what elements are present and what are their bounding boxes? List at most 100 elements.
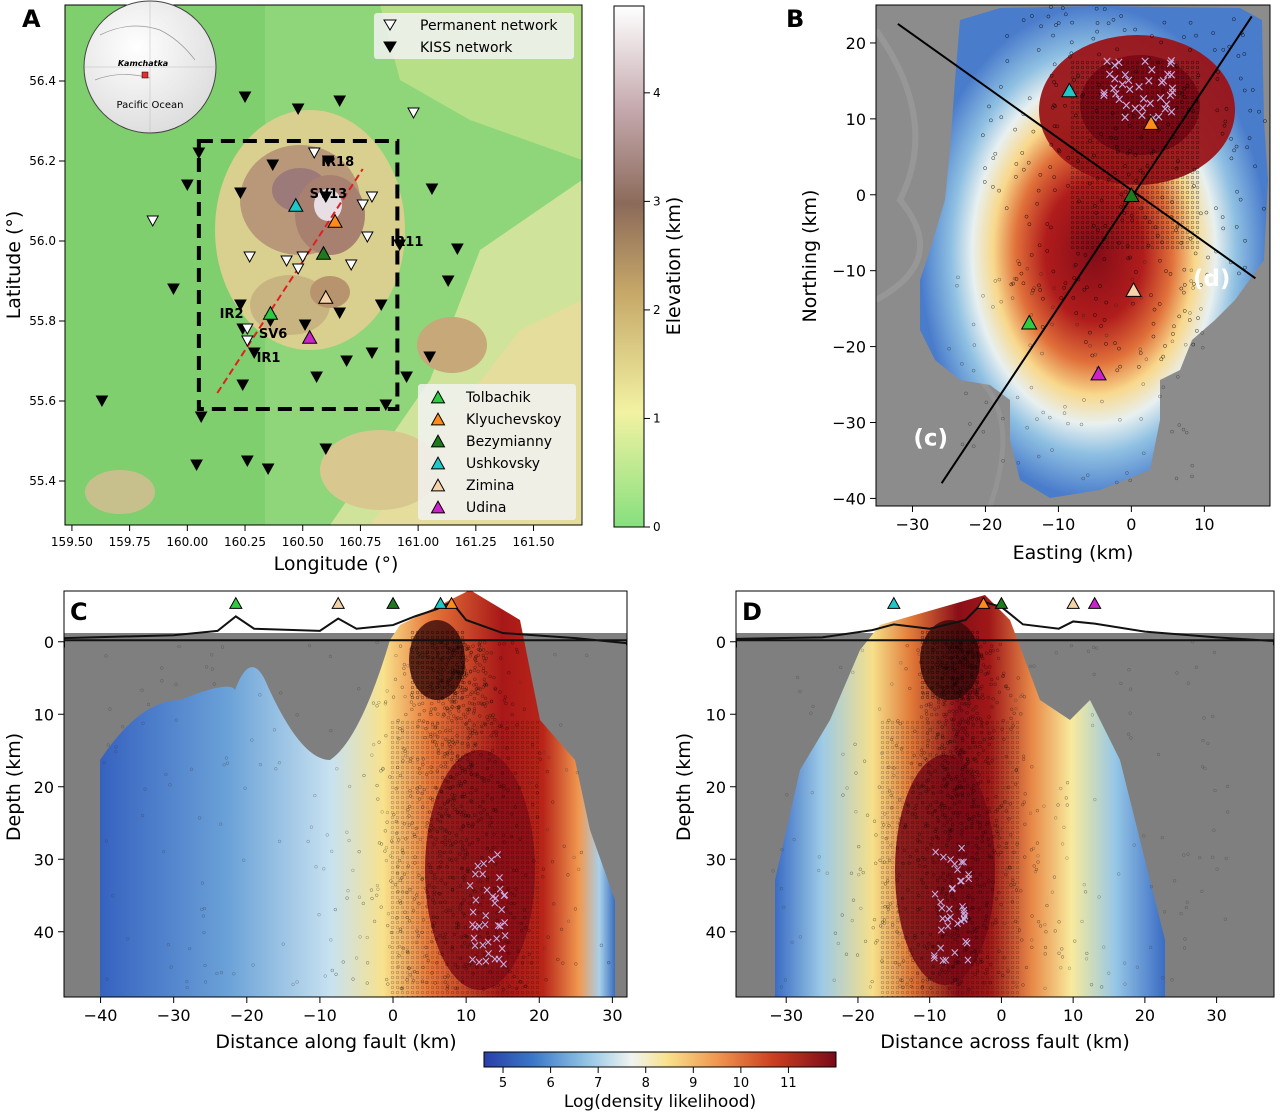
event-point — [431, 898, 435, 902]
event-point — [505, 889, 509, 893]
event-point — [974, 959, 978, 963]
event-point — [887, 765, 891, 769]
event-point — [1123, 164, 1127, 168]
lp-event-marker: × — [946, 853, 956, 867]
event-point — [1086, 473, 1090, 477]
event-point — [1104, 300, 1109, 305]
event-point — [969, 804, 974, 809]
event-point — [1008, 802, 1012, 806]
event-point — [1084, 957, 1089, 961]
lp-event-marker: × — [479, 856, 489, 870]
event-point — [447, 814, 452, 818]
event-point — [1097, 895, 1101, 899]
event-point — [430, 661, 434, 665]
event-point — [927, 770, 931, 774]
colorbar-tick-label: 6 — [546, 1076, 554, 1091]
event-point — [220, 645, 225, 649]
y-tick-label: 0 — [716, 633, 726, 652]
event-point — [1012, 711, 1016, 715]
event-point — [185, 986, 189, 990]
event-point — [854, 810, 858, 814]
x-tick-label: 10 — [1063, 1006, 1083, 1025]
event-point — [1115, 480, 1119, 485]
event-point — [1220, 131, 1225, 136]
event-point — [973, 666, 977, 670]
event-point — [1193, 251, 1198, 256]
event-point — [988, 649, 993, 653]
volcano-zimina — [317, 289, 334, 304]
event-point — [385, 689, 389, 693]
event-point — [464, 935, 468, 939]
event-point — [442, 936, 446, 940]
event-point — [992, 849, 996, 853]
event-point — [277, 839, 282, 844]
event-point — [964, 904, 968, 908]
event-point — [936, 697, 941, 701]
event-point — [1184, 430, 1189, 435]
event-point — [1123, 982, 1127, 986]
lp-event-marker: × — [947, 881, 957, 895]
lp-event-marker: × — [488, 889, 498, 903]
event-point — [1004, 206, 1009, 211]
event-point — [506, 756, 510, 760]
event-point — [950, 964, 955, 969]
event-point — [966, 867, 970, 872]
event-point — [974, 705, 978, 709]
event-point — [475, 686, 479, 690]
event-point — [1028, 664, 1032, 668]
event-point — [461, 661, 465, 665]
event-point — [464, 753, 468, 757]
event-point — [949, 877, 953, 881]
event-point — [430, 798, 435, 802]
event-point — [393, 883, 398, 887]
event-point — [455, 663, 459, 667]
event-point — [1043, 923, 1047, 927]
event-point — [455, 670, 459, 675]
lp-event-marker: × — [1155, 91, 1166, 106]
event-point — [956, 275, 960, 280]
event-point — [999, 902, 1003, 907]
event-point — [166, 943, 171, 947]
event-point — [893, 961, 898, 965]
event-point — [335, 767, 339, 771]
event-point — [443, 839, 447, 843]
event-point — [454, 700, 458, 704]
event-point — [457, 922, 461, 926]
event-point — [969, 647, 973, 651]
event-point — [516, 949, 520, 953]
event-point — [477, 945, 481, 949]
event-point — [1070, 20, 1074, 25]
event-point — [1129, 213, 1134, 218]
event-point — [394, 787, 398, 791]
event-point — [933, 808, 938, 813]
event-point — [904, 936, 908, 940]
event-point — [1035, 201, 1039, 206]
event-point — [940, 909, 944, 913]
event-point — [451, 913, 455, 917]
event-point — [424, 691, 428, 695]
event-point — [471, 822, 475, 826]
event-point — [510, 812, 514, 816]
event-point — [984, 914, 988, 918]
kiss-station-marker — [234, 299, 247, 311]
event-point — [953, 958, 958, 962]
event-point — [487, 758, 491, 762]
event-point — [470, 824, 475, 828]
event-point — [442, 668, 446, 672]
event-point — [429, 823, 433, 828]
kiss-station-marker — [333, 307, 347, 319]
event-point — [420, 877, 425, 881]
event-point — [972, 740, 976, 745]
event-point — [477, 928, 481, 932]
event-point — [965, 711, 969, 715]
event-point — [444, 785, 448, 789]
colorbar-tick-label: 2 — [653, 303, 661, 317]
event-point — [443, 843, 448, 847]
lp-event-marker: × — [1109, 58, 1120, 73]
volcano-tolbachik — [1020, 314, 1038, 330]
event-point — [939, 684, 943, 689]
event-point — [395, 765, 400, 769]
event-point — [418, 771, 422, 775]
event-point — [108, 707, 112, 711]
event-point — [348, 784, 352, 789]
